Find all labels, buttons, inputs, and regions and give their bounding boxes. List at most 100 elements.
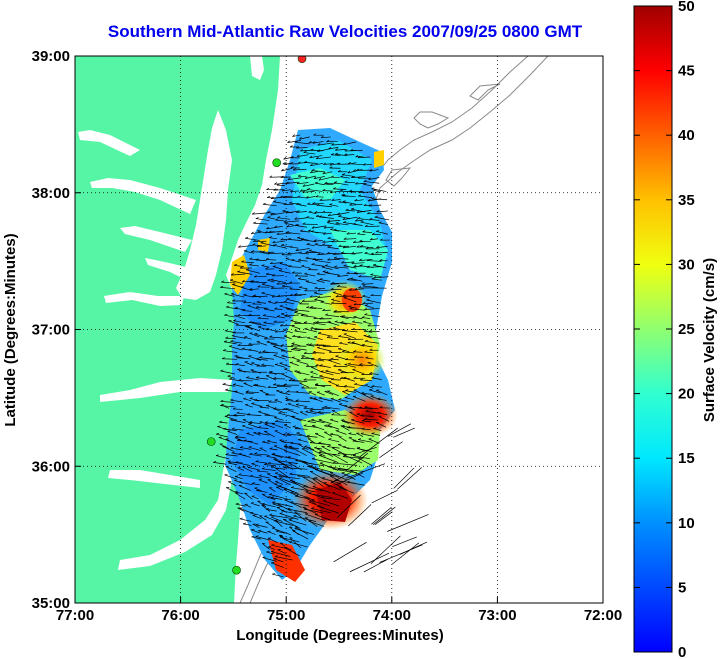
velocity-vector-head — [227, 460, 231, 463]
velocity-vector-head — [328, 438, 332, 440]
velocity-vector-head — [268, 400, 272, 403]
velocity-vector-head — [311, 263, 315, 265]
velocity-vector-head — [319, 470, 324, 472]
velocity-vector — [266, 455, 277, 459]
velocity-vector-head — [306, 280, 310, 282]
lon-tick-label: 77:00 — [56, 607, 94, 624]
velocity-vector — [318, 412, 331, 414]
velocity-vector — [332, 327, 348, 332]
velocity-vector-head — [267, 211, 271, 213]
velocity-vector — [316, 391, 325, 396]
velocity-vector — [284, 499, 302, 508]
velocity-vector — [364, 384, 374, 389]
velocity-vector — [242, 419, 253, 425]
velocity-vector-head — [334, 265, 338, 268]
velocity-vector-head — [290, 189, 294, 192]
velocity-vector-head — [280, 536, 284, 538]
velocity-vector — [373, 428, 382, 432]
velocity-vector — [328, 381, 339, 386]
velocity-vector — [298, 278, 308, 281]
lon-tick-label: 73:00 — [478, 607, 516, 624]
velocity-vector — [291, 349, 301, 351]
velocity-vector-head — [234, 354, 238, 357]
velocity-vector-head — [330, 357, 334, 360]
velocity-vector — [246, 269, 261, 274]
velocity-vector-head — [311, 418, 315, 421]
velocity-vector-head — [311, 457, 316, 460]
velocity-vector — [265, 508, 277, 512]
velocity-vector-head — [249, 287, 253, 291]
velocity-vector-head — [226, 305, 230, 308]
velocity-vector-head — [273, 376, 277, 379]
velocity-vector — [291, 325, 301, 330]
velocity-vector — [309, 465, 333, 473]
velocity-vector-head — [368, 329, 372, 332]
velocity-vector — [262, 557, 277, 562]
velocity-vector-head — [331, 281, 335, 284]
velocity-vector-head — [292, 168, 296, 171]
velocity-vector-head — [372, 286, 376, 289]
velocity-vector-head — [341, 350, 345, 353]
velocity-vector — [222, 384, 235, 387]
velocity-vector-head — [339, 403, 343, 405]
velocity-vector — [258, 326, 269, 331]
velocity-vector — [234, 307, 246, 311]
velocity-vector-head — [353, 271, 357, 274]
velocity-vector — [324, 406, 340, 410]
velocity-vector-head — [298, 286, 303, 288]
velocity-vector-head — [322, 171, 326, 175]
velocity-vector — [341, 316, 355, 319]
velocity-vector — [321, 446, 331, 452]
velocity-vector — [376, 231, 388, 235]
velocity-vector — [336, 494, 361, 518]
velocity-vector — [298, 252, 309, 255]
velocity-vector — [344, 397, 355, 401]
velocity-vector — [361, 317, 371, 319]
velocity-vector — [299, 287, 308, 290]
velocity-vector — [288, 519, 307, 526]
velocity-vector-head — [274, 363, 279, 365]
velocity-vector-head — [295, 459, 299, 461]
velocity-vector-head — [298, 258, 302, 261]
velocity-vector-head — [238, 378, 242, 381]
velocity-vector-head — [254, 332, 258, 335]
velocity-vector — [213, 462, 227, 465]
velocity-vector-head — [361, 282, 365, 285]
velocity-vector-head — [313, 321, 317, 324]
velocity-vector-head — [307, 420, 311, 422]
velocity-vector — [363, 164, 372, 166]
velocity-vector-head — [284, 221, 288, 224]
velocity-vector-head — [275, 218, 279, 221]
velocity-vector-head — [277, 294, 281, 297]
velocity-vector-head — [364, 224, 368, 227]
velocity-vector — [318, 176, 332, 181]
velocity-vector — [276, 385, 292, 388]
velocity-vector — [240, 286, 253, 292]
velocity-vector-head — [343, 237, 347, 240]
velocity-vector-head — [333, 364, 337, 367]
velocity-vector-head — [256, 469, 261, 472]
velocity-vector — [230, 419, 246, 424]
velocity-vector — [331, 199, 341, 201]
velocity-vector — [275, 530, 286, 534]
velocity-vector — [330, 419, 339, 423]
velocity-vector-head — [289, 526, 293, 528]
velocity-vector-head — [317, 357, 321, 360]
velocity-vector-head — [217, 425, 221, 427]
velocity-vector-head — [322, 243, 326, 246]
velocity-vector-head — [325, 313, 329, 316]
velocity-vector-head — [280, 238, 284, 241]
velocity-vector-head — [303, 485, 307, 487]
velocity-vector — [362, 321, 372, 325]
velocity-vector — [285, 400, 299, 403]
velocity-vector-head — [353, 303, 357, 306]
velocity-vector-head — [304, 327, 308, 330]
velocity-vector — [353, 351, 363, 353]
velocity-vector — [311, 500, 331, 507]
velocity-vector-head — [326, 139, 330, 143]
velocity-vector — [318, 397, 333, 402]
velocity-vector-head — [313, 316, 317, 319]
velocity-vector-head — [243, 439, 247, 441]
velocity-vector-head — [371, 384, 375, 387]
velocity-vector-head — [261, 363, 265, 366]
